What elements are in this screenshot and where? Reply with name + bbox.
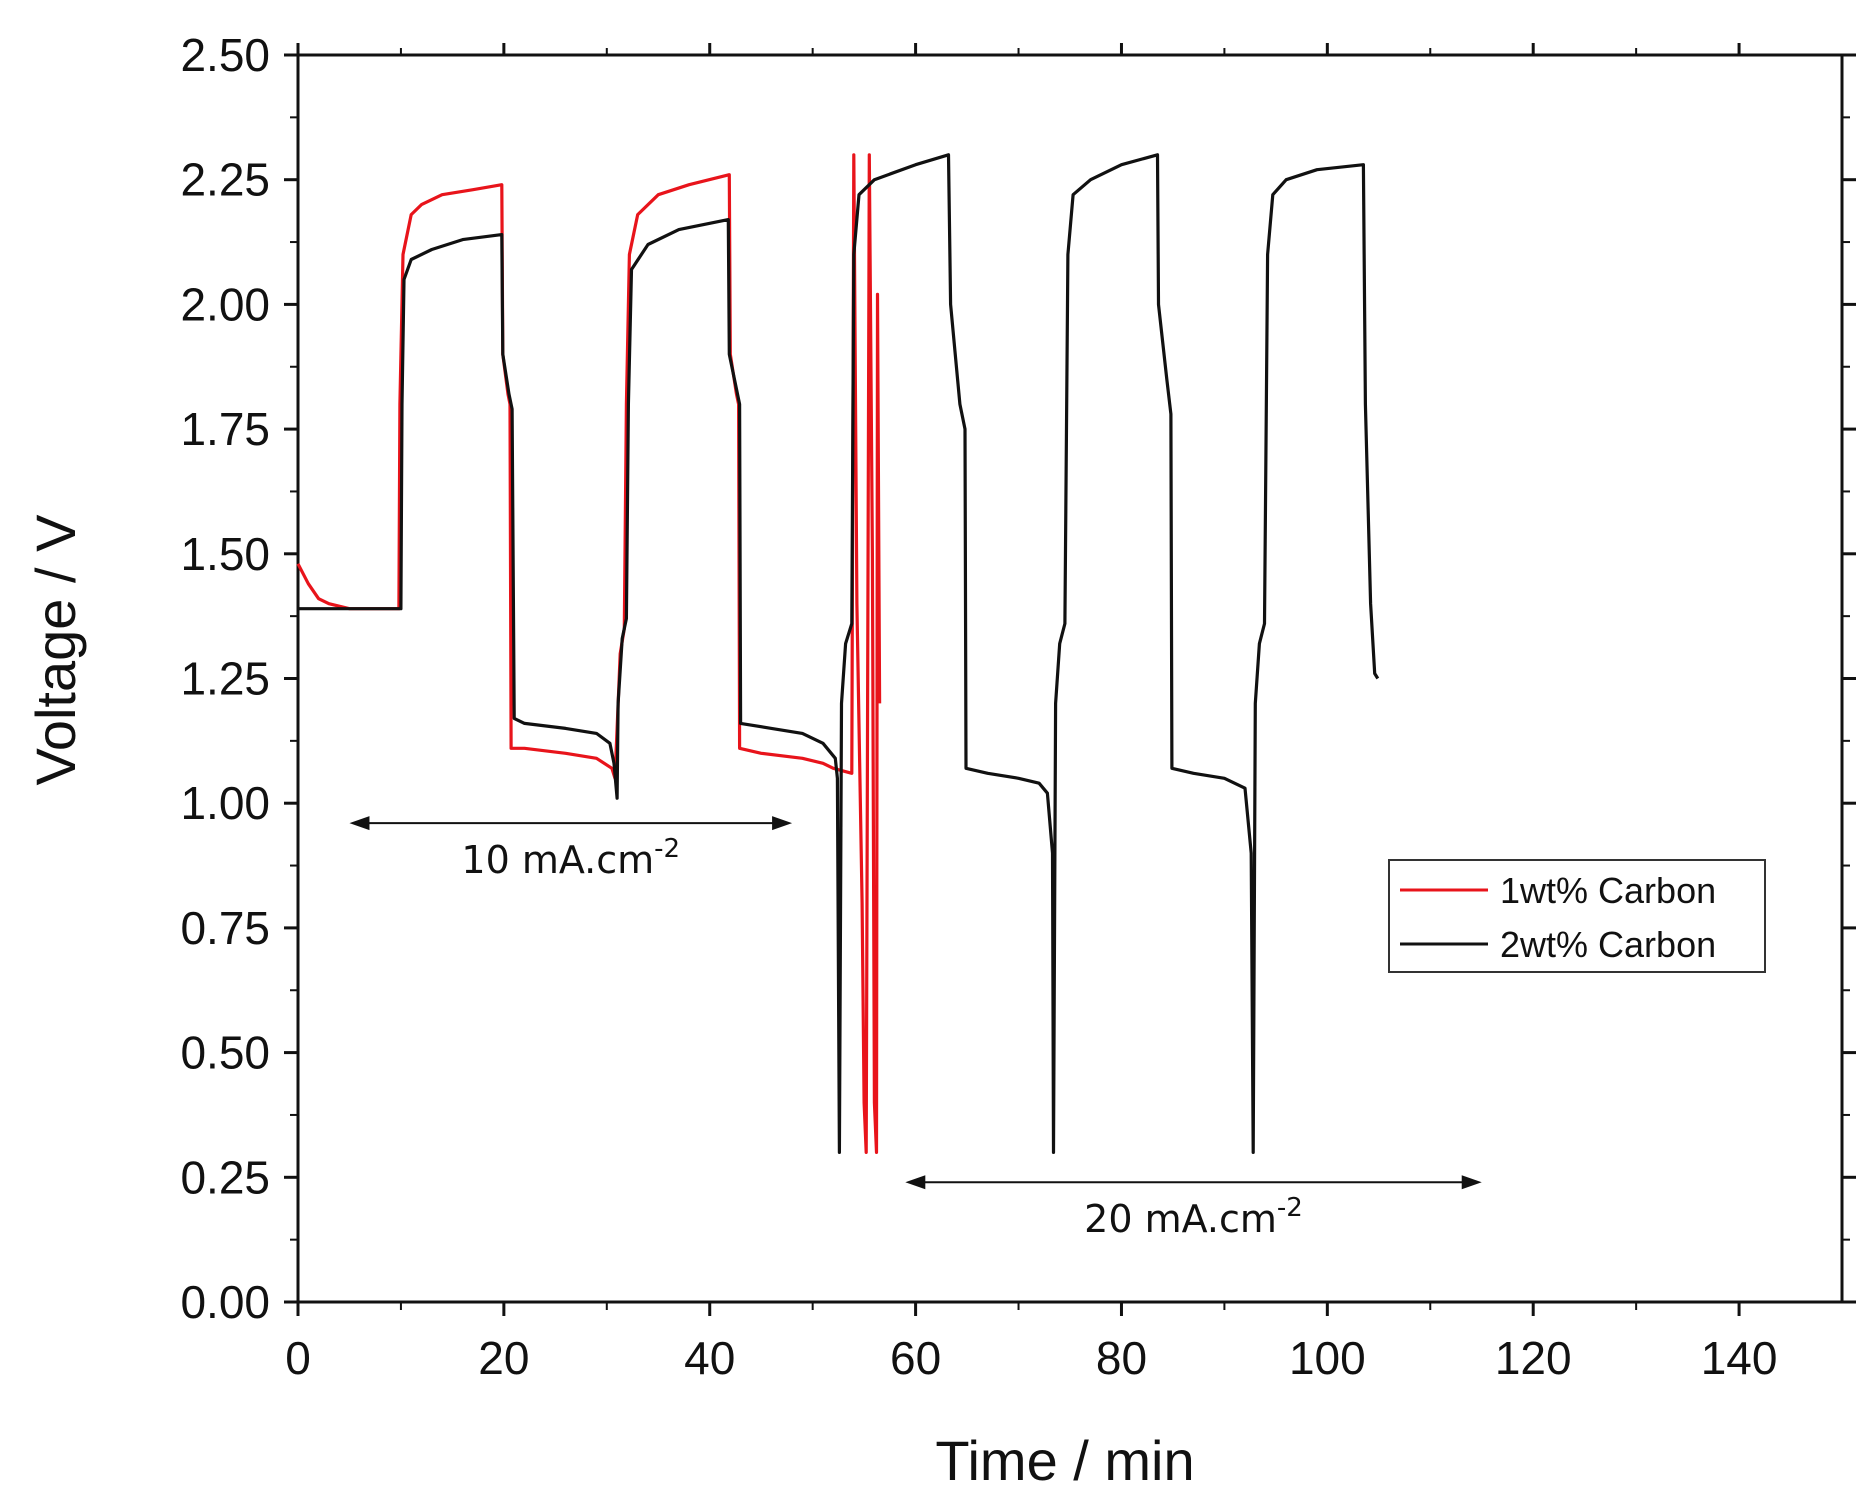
y-tick-label: 2.50 (180, 29, 270, 81)
y-tick-label: 1.00 (180, 777, 270, 829)
y-tick-label: 0.50 (180, 1027, 270, 1079)
y-tick-label: 0.00 (180, 1276, 270, 1328)
y-tick-label: 1.25 (180, 653, 270, 705)
ann-20-label: 20 mA.cm-2 (1084, 1193, 1303, 1241)
y-axis-title: Voltage / V (24, 514, 87, 786)
y-tick-label: 0.25 (180, 1151, 270, 1203)
ann-20-arrowhead-right (1461, 1175, 1482, 1190)
ann-20-annotation: 20 mA.cm-2 (905, 1175, 1482, 1241)
x-tick-label: 80 (1096, 1332, 1147, 1384)
ann-10-arrowhead-left (349, 816, 370, 831)
x-tick-label: 40 (684, 1332, 735, 1384)
series-line-2 (298, 153, 1380, 1154)
y-tick-label: 2.25 (180, 154, 270, 206)
y-tick-label: 1.75 (180, 403, 270, 455)
x-tick-label: 120 (1495, 1332, 1572, 1384)
y-tick-label: 1.50 (180, 528, 270, 580)
x-tick-label: 20 (478, 1332, 529, 1384)
x-tick-label: 140 (1701, 1332, 1778, 1384)
legend-label-2wt: 2wt% Carbon (1500, 924, 1716, 965)
y-tick-label: 2.00 (180, 278, 270, 330)
legend-label-1wt: 1wt% Carbon (1500, 870, 1716, 911)
ann-10-label: 10 mA.cm-2 (461, 834, 680, 882)
series-line-1 (296, 153, 882, 1154)
x-axis-title: Time / min (935, 1429, 1194, 1492)
y-tick-label: 0.75 (180, 902, 270, 954)
series-layer (296, 153, 1380, 1154)
x-tick-label: 100 (1289, 1332, 1366, 1384)
ann-10-arrowhead-right (772, 816, 793, 831)
legend-box (1388, 859, 1766, 973)
ann-10-annotation: 10 mA.cm-2 (349, 816, 793, 882)
ticks-layer: 0 20 40 60 80 100 120 140 0.00 0.25 0.50 0.75 1.00 1.… (180, 29, 1856, 1384)
annotations-layer: 10 mA.cm-2 20 mA.cm-2 (349, 816, 1482, 1241)
legend: 1wt% Carbon 2wt% Carbon (1388, 859, 1766, 973)
ann-20-arrowhead-left (905, 1175, 926, 1190)
x-tick-label: 60 (890, 1332, 941, 1384)
x-tick-label: 0 (285, 1332, 311, 1384)
